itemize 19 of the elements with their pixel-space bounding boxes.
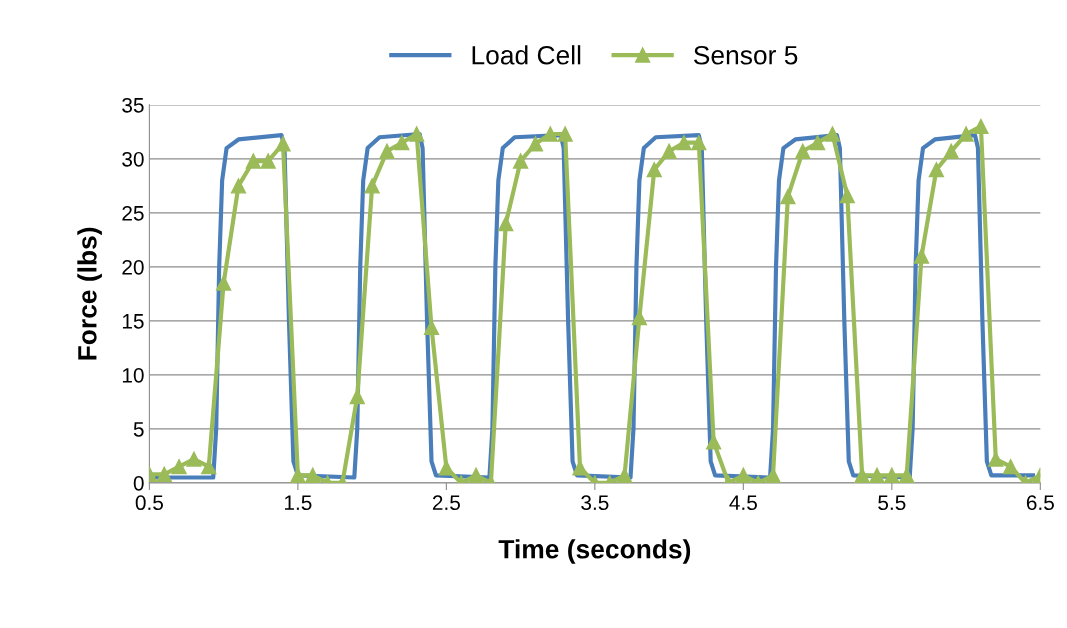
y-tick-label: 10 <box>122 367 144 383</box>
y-tick-label: 0 <box>133 475 144 491</box>
x-axis-title: Time (seconds) <box>498 539 691 564</box>
y-tick-label: 5 <box>133 422 144 437</box>
x-tick-label: 2.5 <box>432 495 460 511</box>
x-tick-label: 0.5 <box>135 495 163 511</box>
x-tick-label: 1.5 <box>284 495 312 511</box>
y-tick-label: 25 <box>122 205 144 221</box>
y-axis-title: Force (lbs) <box>77 227 102 360</box>
y-tick-label: 20 <box>122 259 144 275</box>
y-tick-label: 35 <box>122 97 144 113</box>
legend-label: Sensor 5 <box>693 45 798 65</box>
x-tick-label: 6.5 <box>1026 495 1054 511</box>
x-tick-label: 4.5 <box>729 495 757 511</box>
y-tick-label: 30 <box>122 151 144 167</box>
x-tick-label: 3.5 <box>581 495 609 511</box>
x-tick-label: 5.5 <box>878 495 906 511</box>
y-tick-label: 15 <box>122 314 144 329</box>
legend-label: Load Cell <box>472 45 581 65</box>
